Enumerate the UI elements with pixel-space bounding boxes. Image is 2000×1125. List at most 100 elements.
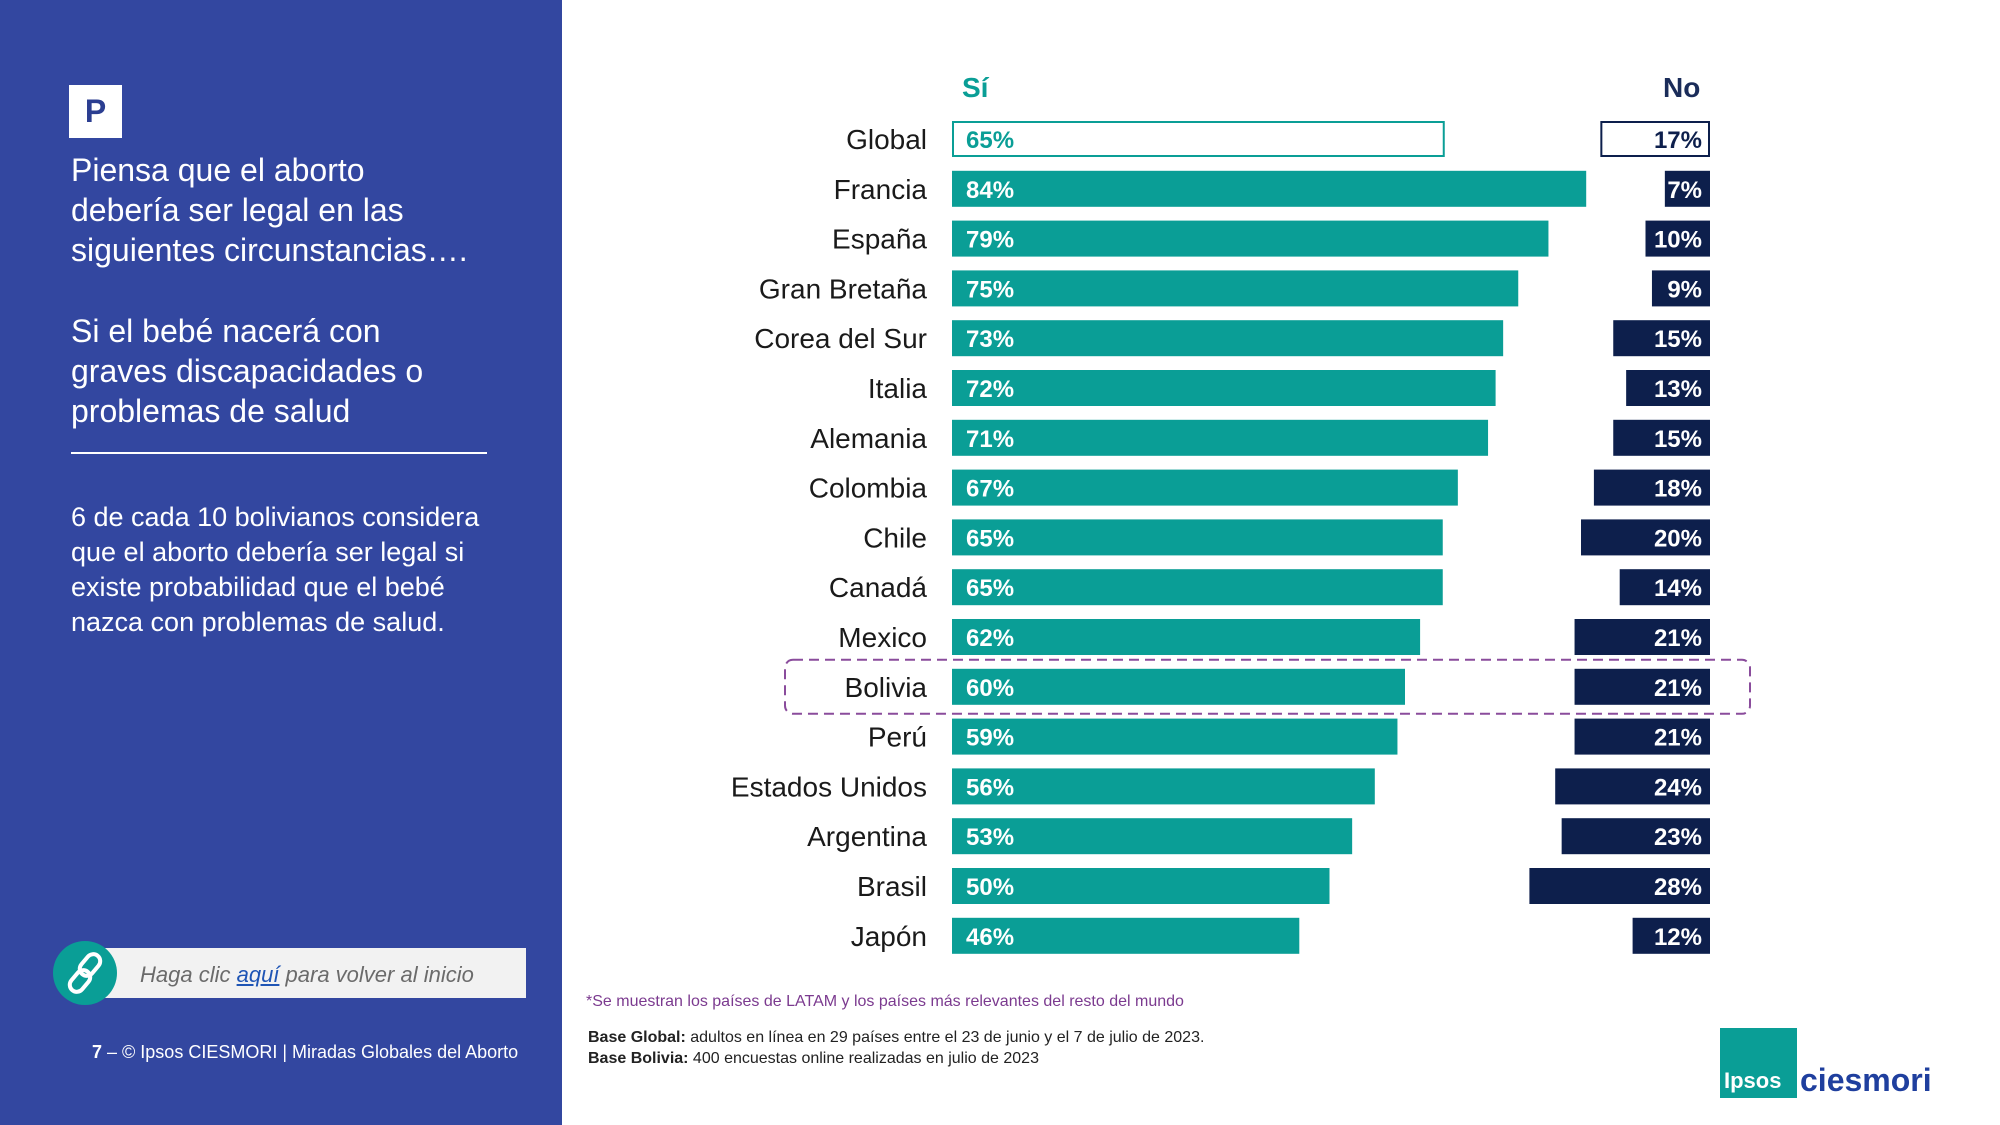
- ipsos-logo-box: [1720, 1028, 1797, 1098]
- no-value-label: 23%: [1654, 824, 1702, 851]
- category-label: Global: [846, 124, 927, 155]
- category-label: Estados Unidos: [731, 771, 927, 802]
- ipsos-logo-text: Ipsos: [1724, 1068, 1782, 1093]
- no-bar: [1555, 768, 1710, 805]
- base-bolivia: Base Bolivia: 400 encuestas online reali…: [588, 1050, 1039, 1068]
- category-label: Alemania: [810, 423, 927, 454]
- no-bar: [1529, 868, 1710, 904]
- si-column-header: Sí: [962, 72, 989, 103]
- category-label: Corea del Sur: [754, 323, 927, 354]
- no-bar: [1613, 419, 1710, 456]
- no-value-label: 20%: [1654, 525, 1702, 552]
- no-value-label: 12%: [1654, 924, 1702, 951]
- si-bar: [952, 469, 1458, 506]
- footer-dash: –: [102, 1042, 123, 1062]
- si-value-label: 72%: [966, 376, 1014, 403]
- no-bar: [1619, 569, 1710, 606]
- no-value-label: 21%: [1654, 625, 1702, 652]
- no-value-label: 24%: [1654, 774, 1702, 801]
- home-link-prefix: Haga clic: [140, 962, 237, 987]
- si-value-label: 56%: [966, 774, 1014, 801]
- no-value-label: 21%: [1654, 725, 1702, 752]
- si-value-label: 65%: [966, 575, 1014, 602]
- footnote: *Se muestran los países de LATAM y los p…: [586, 993, 1184, 1010]
- si-value-label: 75%: [966, 276, 1014, 303]
- no-bar: [1664, 170, 1710, 207]
- si-value-label: 84%: [966, 177, 1014, 204]
- home-link-box[interactable]: [86, 948, 526, 998]
- no-value-label: 15%: [1654, 326, 1702, 353]
- no-bar: [1574, 668, 1710, 705]
- no-bar: [1651, 270, 1710, 307]
- no-bar: [1561, 818, 1710, 855]
- no-bar: [1574, 619, 1710, 655]
- si-value-label: 65%: [966, 525, 1014, 552]
- page-number: 7: [92, 1042, 103, 1062]
- si-bar: [952, 220, 1549, 257]
- si-bar: [952, 121, 1445, 157]
- category-label: Italia: [868, 373, 928, 404]
- si-value-label: 71%: [966, 426, 1014, 453]
- no-value-label: 18%: [1654, 476, 1702, 503]
- category-label: Canadá: [829, 572, 928, 603]
- subquestion-text: Si el bebé nacerá con graves discapacida…: [71, 313, 424, 429]
- no-column-header: No: [1663, 72, 1701, 103]
- bar-chart: Global 65% 17% Francia 84% 7% España 79% 10% Gran…: [731, 121, 1751, 954]
- si-value-label: 60%: [966, 675, 1014, 702]
- category-label: Colombia: [809, 473, 928, 504]
- category-label: Mexico: [838, 622, 927, 653]
- si-bar: [952, 668, 1405, 705]
- question-text: Piensa que el aborto debería ser legal e…: [71, 152, 468, 268]
- no-value-label: 21%: [1654, 675, 1702, 702]
- si-bar: [952, 569, 1443, 606]
- no-bar: [1626, 370, 1710, 406]
- no-value-label: 15%: [1654, 426, 1702, 453]
- no-value-label: 13%: [1654, 376, 1702, 403]
- no-value-label: 7%: [1667, 177, 1702, 204]
- category-label: Japón: [851, 921, 927, 952]
- si-value-label: 62%: [966, 625, 1014, 652]
- si-value-label: 46%: [966, 924, 1014, 951]
- si-value-label: 50%: [966, 874, 1014, 901]
- si-bar: [952, 868, 1330, 904]
- category-label: Bolivia: [845, 672, 928, 703]
- link-icon[interactable]: [53, 941, 117, 1005]
- si-bar: [952, 718, 1398, 755]
- sidebar-panel: P Piensa que el aborto debería ser legal…: [0, 0, 562, 1125]
- category-label: Francia: [834, 174, 928, 205]
- question-badge: P: [69, 85, 122, 138]
- category-label: Argentina: [807, 821, 927, 852]
- category-label: Perú: [868, 722, 927, 753]
- base-bolivia-label: Base Bolivia:: [588, 1050, 689, 1067]
- divider: [71, 452, 487, 454]
- si-bar: [952, 619, 1421, 655]
- si-bar: [952, 170, 1587, 207]
- no-value-label: 10%: [1654, 227, 1702, 254]
- base-bolivia-text: 400 encuestas online realizadas en julio…: [688, 1050, 1039, 1067]
- no-bar: [1645, 220, 1710, 257]
- no-bar: [1600, 121, 1710, 157]
- summary-text: 6 de cada 10 bolivianos considera que el…: [71, 502, 480, 637]
- category-label: España: [832, 224, 927, 255]
- no-value-label: 9%: [1667, 276, 1702, 303]
- no-bar: [1593, 469, 1710, 506]
- category-label: Gran Bretaña: [759, 273, 928, 304]
- home-link-suffix: para volver al inicio: [279, 962, 474, 987]
- no-bar: [1581, 519, 1710, 556]
- si-value-label: 79%: [966, 227, 1014, 254]
- si-bar: [952, 519, 1443, 556]
- si-bar: [952, 768, 1375, 805]
- si-value-label: 65%: [966, 127, 1014, 154]
- footer-text: © Ipsos CIESMORI | Miradas Globales del …: [122, 1042, 519, 1062]
- si-value-label: 53%: [966, 824, 1014, 851]
- si-bar: [952, 917, 1300, 954]
- si-bar: [952, 370, 1496, 406]
- si-value-label: 73%: [966, 326, 1014, 353]
- si-bar: [952, 818, 1353, 855]
- home-link-anchor[interactable]: aquí: [236, 962, 280, 987]
- no-bar: [1632, 917, 1710, 954]
- ciesmori-logo-text: ciesmori: [1800, 1062, 1932, 1098]
- si-value-label: 67%: [966, 476, 1014, 503]
- si-bar: [952, 320, 1504, 357]
- highlight-box: [784, 658, 1751, 715]
